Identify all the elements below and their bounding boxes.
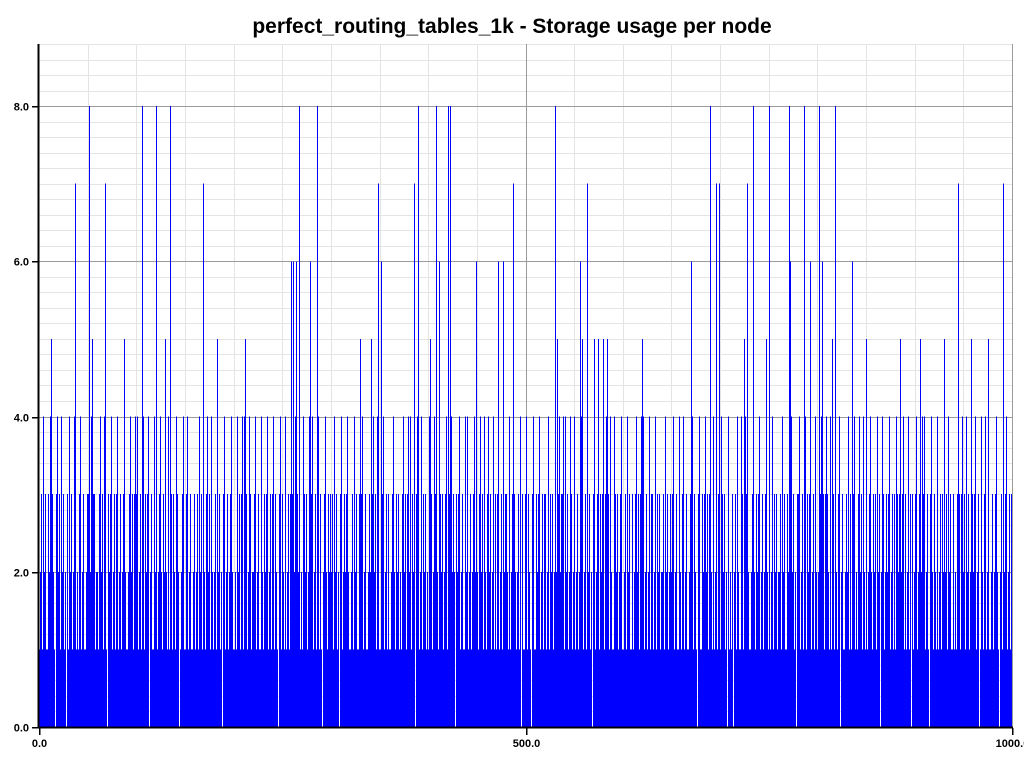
bars (39, 106, 1012, 727)
x-tick-label: 0.0 (32, 738, 47, 750)
x-tick-label: 500.0 (513, 738, 541, 750)
x-tick-labels: 0.0 500.0 1000.0 (32, 738, 1024, 750)
y-tick-label: 4.0 (14, 413, 29, 425)
x-tick-label: 1000.0 (996, 738, 1024, 750)
y-tick-labels: 0.0 2.0 4.0 6.0 8.0 (14, 102, 29, 735)
y-tick-label: 6.0 (14, 257, 29, 269)
axes (37, 44, 1013, 729)
axis-ticks (32, 105, 1014, 735)
chart-title: perfect_routing_tables_1k - Storage usag… (252, 15, 771, 38)
y-tick-label: 8.0 (14, 102, 29, 114)
y-tick-label: 2.0 (14, 568, 29, 580)
y-tick-label: 0.0 (14, 723, 29, 735)
